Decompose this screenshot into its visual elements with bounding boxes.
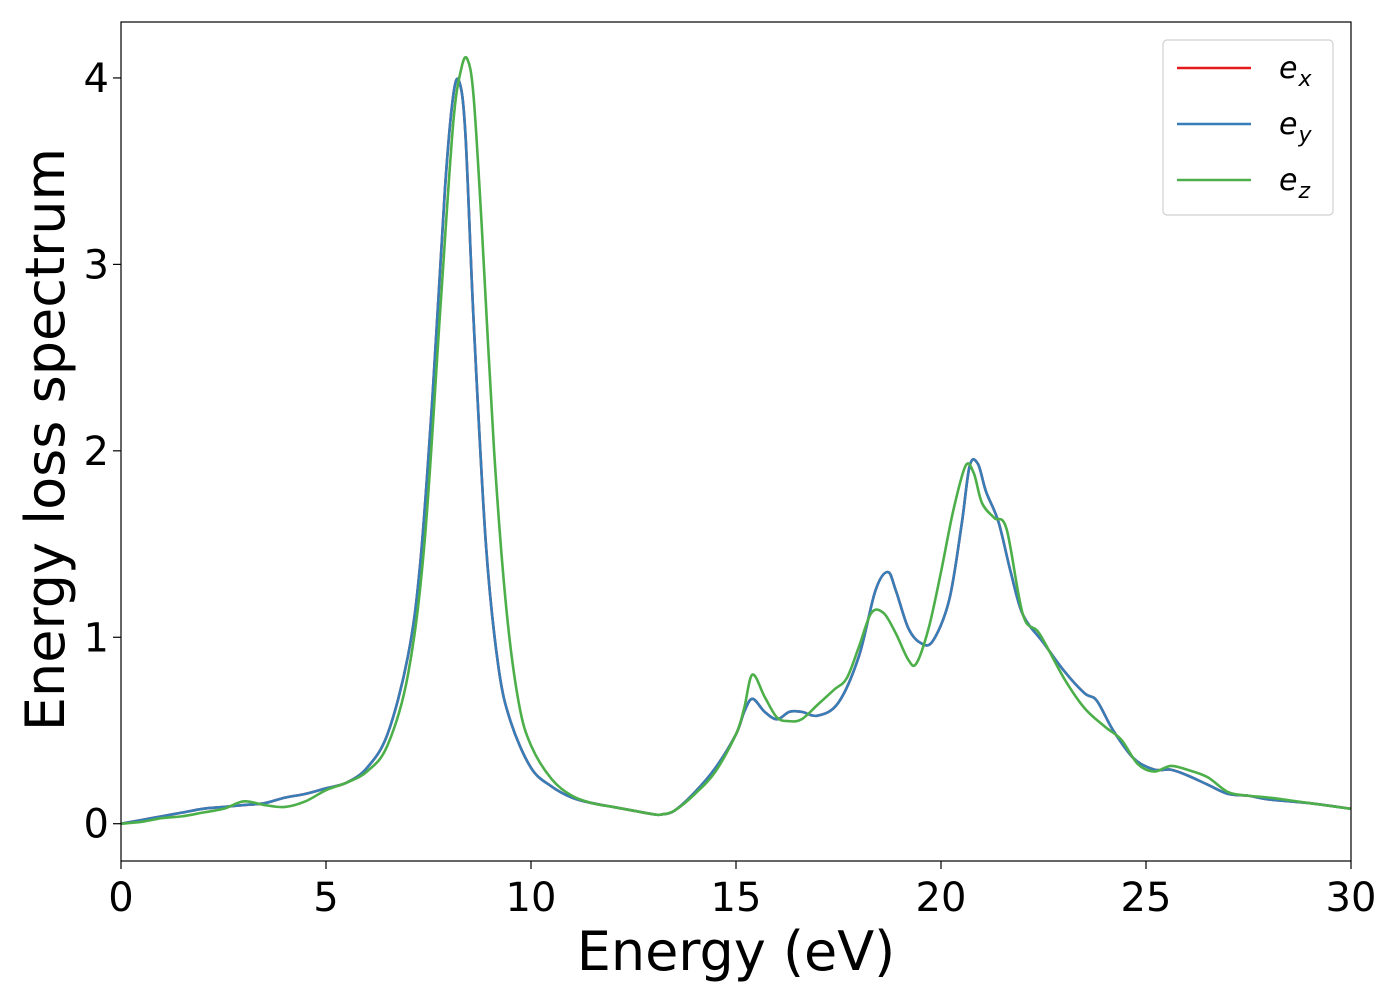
y-tick-label: 1 [84,615,109,661]
x-tick-label: 0 [108,875,133,921]
y-tick-label: 0 [84,802,109,848]
x-tick-label: 30 [1326,875,1377,921]
x-tick-label: 15 [711,875,762,921]
y-tick-label: 4 [84,56,109,102]
legend-label-x: ex [1279,51,1312,92]
y-tick-label: 3 [84,242,109,288]
y-tick-label: 2 [84,429,109,475]
y-axis: 0 1 2 3 4 [84,56,121,848]
x-tick-label: 20 [916,875,967,921]
series-line-y [121,77,1351,826]
x-tick-label: 10 [506,875,557,921]
series-line-z [121,55,1351,826]
x-tick-label: 25 [1121,875,1172,921]
x-axis: 0 5 10 15 20 25 30 [108,861,1376,921]
x-axis-title: Energy (eV) [577,920,896,983]
y-axis-title: Energy loss spectrum [14,148,77,731]
legend-box [1162,39,1334,216]
x-tick-label: 5 [313,875,338,921]
legend-label-y: ey [1279,107,1312,148]
series-layer [121,55,1351,826]
